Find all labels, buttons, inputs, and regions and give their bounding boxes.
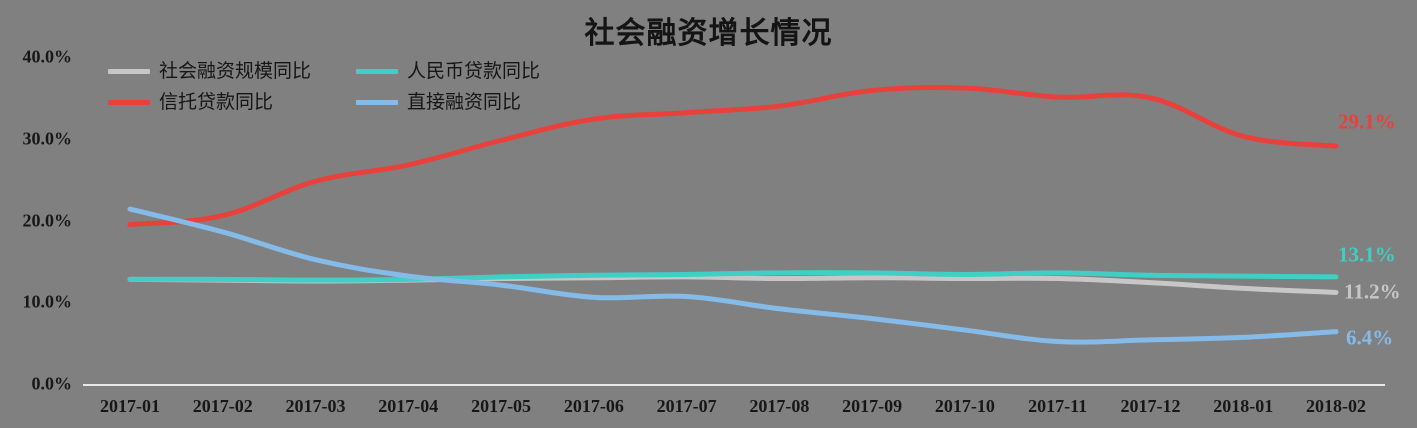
legend-item-0[interactable]: 社会融资规模同比 bbox=[108, 62, 311, 81]
legend-label-1: 人民币贷款同比 bbox=[407, 61, 541, 82]
legend-swatch-line-3 bbox=[356, 100, 398, 105]
plot-area bbox=[83, 40, 1383, 390]
x-axis-tick-label: 2017-01 bbox=[100, 396, 160, 416]
x-axis-tick-label: 2018-01 bbox=[1213, 396, 1274, 416]
legend-item-1[interactable]: 人民币贷款同比 bbox=[356, 62, 540, 81]
series-end-label-1: 13.1% bbox=[1338, 242, 1396, 267]
y-axis-tick-label: 20.0% bbox=[22, 210, 73, 230]
x-axis-tick-label: 2017-07 bbox=[656, 396, 717, 416]
legend-swatch-line-1 bbox=[356, 69, 398, 74]
y-axis-tick-label: 0.0% bbox=[31, 373, 73, 394]
legend-label-2: 信托贷款同比 bbox=[159, 92, 274, 113]
x-axis-tick-label: 2017-02 bbox=[192, 396, 253, 416]
legend-item-2[interactable]: 信托贷款同比 bbox=[108, 93, 273, 112]
x-axis-tick-label: 2017-06 bbox=[563, 396, 624, 416]
chart-title: 社会融资增长情况 bbox=[584, 17, 833, 50]
legend-swatch-line-2 bbox=[108, 100, 150, 105]
y-axis-tick-label: 30.0% bbox=[22, 128, 73, 149]
x-axis-tick-label: 2017-05 bbox=[471, 396, 532, 416]
y-axis-tick-label: 10.0% bbox=[22, 291, 73, 312]
x-axis-tick-label: 2017-03 bbox=[285, 396, 346, 416]
x-axis-tick-label: 2017-08 bbox=[749, 396, 810, 416]
series-end-label-0: 11.2% bbox=[1344, 279, 1401, 304]
x-axis-tick-label: 2018-02 bbox=[1306, 396, 1366, 416]
series-end-label-3: 6.4% bbox=[1346, 325, 1394, 350]
legend-item-3[interactable]: 直接融资同比 bbox=[356, 93, 521, 112]
series-line-1 bbox=[127, 270, 1339, 283]
x-axis: 2017-01 2017-02 2017-03 2017-04 2017-05 2017-… bbox=[0, 396, 1417, 426]
x-axis-tick-label: 2017-11 bbox=[1028, 396, 1088, 416]
series-line-2 bbox=[127, 84, 1339, 228]
x-axis-tick-label: 2017-09 bbox=[842, 396, 903, 416]
x-axis-tick-label: 2017-12 bbox=[1120, 396, 1181, 416]
legend-swatch-line-0 bbox=[108, 69, 150, 74]
x-axis-tick-label: 2017-10 bbox=[934, 396, 995, 416]
legend-label-0: 社会融资规模同比 bbox=[159, 61, 312, 82]
legend-label-3: 直接融资同比 bbox=[407, 92, 522, 113]
series-line-3 bbox=[127, 206, 1339, 345]
x-axis-line bbox=[83, 384, 1385, 386]
series-lines bbox=[127, 84, 1339, 345]
series-end-label-2: 29.1% bbox=[1338, 109, 1396, 134]
x-axis-tick-label: 2017-04 bbox=[378, 396, 439, 416]
chart-legend: 社会融资规模同比 人民币贷款同比 信托贷款同比 直接融资同比 bbox=[108, 60, 578, 118]
